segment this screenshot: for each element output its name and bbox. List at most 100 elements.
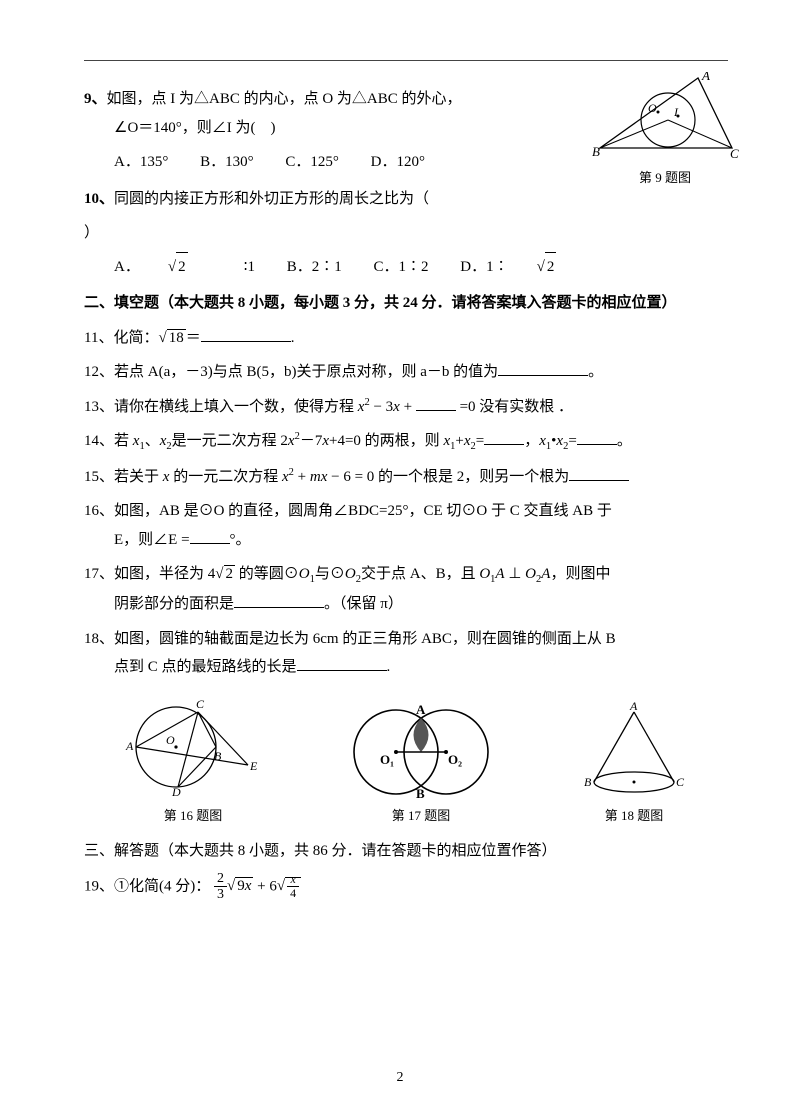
q16-end: °。: [230, 532, 251, 548]
q11-num: 11、: [84, 330, 113, 346]
header-rule: [84, 60, 728, 61]
q16-blank: [190, 529, 230, 544]
svg-text:A: A: [125, 739, 134, 753]
q17-num: 17、: [84, 566, 114, 582]
q16-l2: E，则∠E =: [114, 532, 190, 548]
svg-text:B: B: [584, 775, 592, 789]
fig-17: A B O₁ O₂ 第 17 题图: [336, 702, 506, 829]
q10-opt-d: D．1∶2: [460, 252, 612, 282]
q18-end: .: [387, 659, 391, 675]
q10-opt-b: B．2∶1: [287, 253, 342, 282]
section-3-title: 三、解答题（本大题共 8 小题，共 86 分．请在答题卡的相应位置作答）: [84, 837, 728, 866]
q9-line2: ∠O＝140°，则∠I 为( ): [84, 114, 524, 143]
q19-num: 19、: [84, 878, 114, 894]
q12-num: 12、: [84, 364, 114, 380]
q17-l1d: 交于点 A、B，且: [361, 566, 476, 582]
question-9: 9、如图，点 I 为△ABC 的内心，点 O 为△ABC 的外心， ∠O＝140…: [84, 85, 524, 142]
figure-row: A B C D E O 第 16 题图 A B O₁ O₂ 第 17 题图: [84, 692, 728, 829]
svg-text:C: C: [196, 697, 205, 711]
q17-l1e: ，则图中: [550, 566, 610, 582]
svg-text:B: B: [214, 749, 222, 763]
q9-line1: 如图，点 I 为△ABC 的内心，点 O 为△ABC 的外心，: [107, 91, 462, 107]
q10-opt-c: C．1∶2: [374, 253, 429, 282]
q10-text: 同圆的内接正方形和外切正方形的周长之比为（: [114, 191, 429, 207]
q12-text: 若点 A(a，－3)与点 B(5，b)关于原点对称，则 a－b 的值为: [114, 364, 498, 380]
q11-pre: 化简：: [113, 330, 158, 346]
q14-mid3: +4=0 的两根，则: [329, 433, 443, 449]
svg-text:O₂: O₂: [448, 752, 462, 767]
question-19: 19、①化简(4 分)： 239x + 6x4: [84, 871, 728, 903]
q17-l2: 阴影部分的面积是: [114, 596, 234, 612]
q18-blank: [297, 656, 387, 671]
fig17-cap: 第 17 题图: [336, 804, 506, 829]
q19-label: ①化简(4 分)：: [114, 878, 210, 894]
q14-num: 14、: [84, 433, 114, 449]
svg-text:A: A: [629, 702, 638, 713]
fig-q9-caption: 第 9 题图: [590, 166, 740, 191]
question-14: 14、若 x1、x2是一元二次方程 2x2－7x+4=0 的两根，则 x1+x2…: [84, 427, 728, 457]
q15-mid: 的一元二次方程: [169, 469, 282, 485]
q13-blank: [416, 396, 456, 411]
fig-16: A B C D E O 第 16 题图: [118, 692, 268, 829]
page-number: 2: [0, 1065, 800, 1092]
fig-q9: A B C O I 第 9 题图: [590, 72, 740, 191]
q18-l2: 点到 C 点的最短路线的长是: [114, 659, 297, 675]
svg-text:B: B: [592, 144, 600, 159]
question-12: 12、若点 A(a，－3)与点 B(5，b)关于原点对称，则 a－b 的值为 。: [84, 358, 728, 387]
q16-l1: 如图，AB 是⊙O 的直径，圆周角∠BDC=25°，CE 切⊙O 于 C 交直线…: [114, 503, 612, 519]
question-13: 13、请你在横线上填入一个数，使得方程 x2 − 3x + =0 没有实数根 ．: [84, 393, 728, 422]
q10-num: 10、: [84, 191, 114, 207]
q10-close: ）: [84, 219, 728, 248]
svg-text:A: A: [701, 72, 710, 83]
q10-options: A．2∶1 B．2∶1 C．1∶2 D．1∶2: [84, 252, 728, 282]
q16-num: 16、: [84, 503, 114, 519]
q11-post: ＝: [186, 330, 201, 346]
q9-opt-d: D．120°: [371, 148, 425, 177]
svg-text:E: E: [249, 759, 258, 773]
q15-post: 的一个根是 2，则另一个根为: [374, 469, 569, 485]
q9-opt-c: C．125°: [285, 148, 339, 177]
q18-l1: 如图，圆锥的轴截面是边长为 6cm 的正三角形 ABC，则在圆锥的侧面上从 B: [114, 631, 616, 647]
q17-l2b: 。（保留 π）: [324, 596, 403, 612]
fig16-cap: 第 16 题图: [118, 804, 268, 829]
q10-opt-a: A．2∶1: [114, 252, 255, 282]
q11-end: .: [291, 330, 295, 346]
fig-18: A B C 第 18 题图: [574, 702, 694, 829]
svg-text:O₁: O₁: [380, 752, 394, 767]
svg-text:O: O: [166, 733, 175, 747]
svg-text:D: D: [171, 785, 181, 799]
question-18: 18、如图，圆锥的轴截面是边长为 6cm 的正三角形 ABC，则在圆锥的侧面上从…: [84, 625, 728, 682]
question-11: 11、化简：18＝.: [84, 324, 728, 353]
svg-text:A: A: [416, 702, 426, 717]
q17-blank: [234, 593, 324, 608]
q18-num: 18、: [84, 631, 114, 647]
q9-opt-a: A．135°: [114, 148, 168, 177]
q15-pre: 若关于: [114, 469, 163, 485]
q14-blank2: [577, 430, 617, 445]
question-17: 17、如图，半径为 42 的等圆⊙O1与⊙O2交于点 A、B，且 O1A ⊥ O…: [84, 560, 728, 618]
q17-l1c: 与⊙: [315, 566, 345, 582]
q12-end: 。: [588, 364, 603, 380]
fig18-cap: 第 18 题图: [574, 804, 694, 829]
svg-text:B: B: [416, 786, 425, 801]
q13-pre: 请你在横线上填入一个数，使得方程: [114, 399, 358, 415]
q14-mid1: 是一元二次方程 2: [172, 433, 288, 449]
svg-text:O: O: [648, 101, 657, 115]
q13-num: 13、: [84, 399, 114, 415]
q17-l1: 如图，半径为: [114, 566, 204, 582]
q9-opt-b: B．130°: [200, 148, 254, 177]
q14-blank1: [484, 430, 524, 445]
q15-blank: [569, 466, 629, 481]
q11-blank: [201, 327, 291, 342]
q14-mid2: －7: [300, 433, 323, 449]
q17-l1b: 的等圆⊙: [235, 566, 299, 582]
q14-end: 。: [617, 433, 632, 449]
q15-num: 15、: [84, 469, 114, 485]
q13-mid: =0 没有实数根 ．: [456, 399, 573, 415]
section-2-title: 二、填空题（本大题共 8 小题，每小题 3 分，共 24 分．请将答案填入答题卡…: [84, 289, 728, 318]
svg-text:C: C: [676, 775, 685, 789]
q12-blank: [498, 361, 588, 376]
question-16: 16、如图，AB 是⊙O 的直径，圆周角∠BDC=25°，CE 切⊙O 于 C …: [84, 497, 728, 554]
q14-pre: 若: [114, 433, 133, 449]
svg-text:C: C: [730, 146, 739, 161]
